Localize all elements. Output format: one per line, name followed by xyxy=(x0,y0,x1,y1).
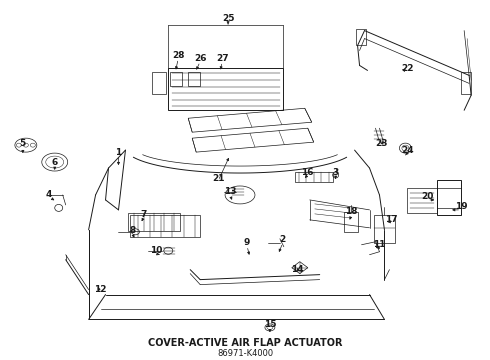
Bar xyxy=(168,68,283,110)
Text: 7: 7 xyxy=(140,210,147,219)
Text: 18: 18 xyxy=(345,207,358,216)
Text: 23: 23 xyxy=(375,139,388,148)
Text: 9: 9 xyxy=(244,238,250,247)
Text: 4: 4 xyxy=(46,190,52,199)
Bar xyxy=(188,72,200,86)
Text: 27: 27 xyxy=(216,54,228,63)
Text: 19: 19 xyxy=(455,202,467,211)
Text: 26: 26 xyxy=(194,54,206,63)
Text: 20: 20 xyxy=(421,193,434,202)
Bar xyxy=(373,215,395,243)
Text: 12: 12 xyxy=(94,285,107,294)
Bar xyxy=(128,213,180,231)
Text: 15: 15 xyxy=(264,320,276,329)
Text: 16: 16 xyxy=(301,167,314,176)
Bar xyxy=(407,188,437,213)
Bar xyxy=(130,215,200,237)
Text: 24: 24 xyxy=(401,145,414,154)
Text: COVER-ACTIVE AIR FLAP ACTUATOR: COVER-ACTIVE AIR FLAP ACTUATOR xyxy=(148,338,342,348)
Text: 1: 1 xyxy=(115,148,122,157)
Text: 11: 11 xyxy=(373,240,386,249)
Text: 2: 2 xyxy=(280,235,286,244)
Text: 86971-K4000: 86971-K4000 xyxy=(217,349,273,358)
Text: 17: 17 xyxy=(385,215,398,224)
Text: 25: 25 xyxy=(222,14,234,23)
Text: 5: 5 xyxy=(20,139,26,148)
Text: 10: 10 xyxy=(150,246,163,255)
Text: 6: 6 xyxy=(51,158,58,167)
Text: 3: 3 xyxy=(333,167,339,176)
Text: 28: 28 xyxy=(172,51,185,60)
Bar xyxy=(152,72,166,94)
Bar xyxy=(171,72,182,86)
Text: 8: 8 xyxy=(129,226,136,235)
Text: 13: 13 xyxy=(224,188,236,197)
Text: 14: 14 xyxy=(292,265,304,274)
Bar xyxy=(437,180,461,215)
Bar xyxy=(295,172,333,182)
Bar xyxy=(461,72,471,94)
Text: 22: 22 xyxy=(401,64,414,73)
Bar xyxy=(343,212,358,232)
Text: 21: 21 xyxy=(212,174,224,183)
Bar xyxy=(356,28,366,45)
